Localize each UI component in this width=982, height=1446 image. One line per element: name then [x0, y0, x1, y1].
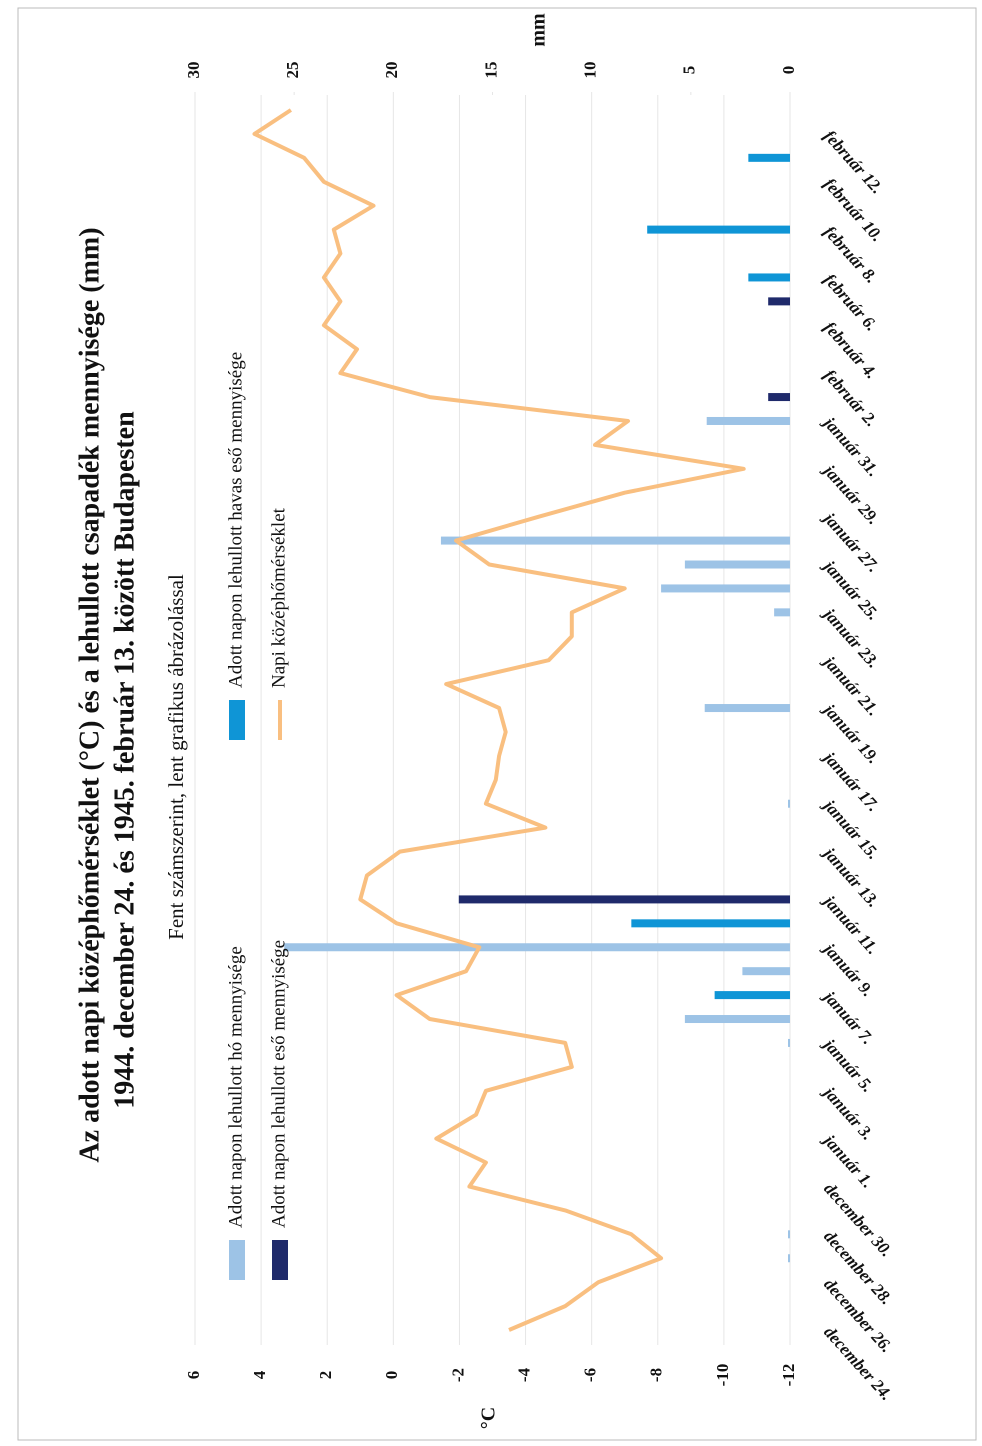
y-tick-label: 0	[382, 1371, 401, 1380]
bar	[748, 273, 790, 282]
bar	[742, 967, 790, 976]
bar	[768, 393, 790, 402]
temperature-line	[252, 108, 746, 1332]
bar	[458, 895, 790, 904]
bar	[768, 297, 790, 306]
bar	[631, 919, 790, 928]
legend-label: Adott napon lehullott hó mennyisége	[225, 946, 246, 1228]
y-tick-label: -2	[448, 1368, 467, 1382]
bar	[788, 1230, 790, 1239]
y2-tick-label: 10	[581, 62, 600, 79]
bar	[704, 704, 790, 713]
y2-tick-label: 30	[184, 62, 203, 79]
y2-tick-label: 5	[680, 66, 699, 75]
bar	[788, 1254, 790, 1263]
bar	[284, 943, 790, 952]
y2-axis-title: mm	[528, 13, 550, 47]
y2-tick-label: 15	[481, 62, 500, 79]
legend-swatch	[272, 1240, 288, 1280]
bar	[684, 560, 790, 569]
bar	[706, 416, 790, 425]
legend-label: Adott napon lehullott eső mennyisége	[268, 940, 289, 1228]
legend-label: Adott napon lehullott havas eső mennyisé…	[225, 352, 246, 688]
y-tick-label: 2	[316, 1371, 335, 1380]
y-tick-label: -4	[514, 1367, 533, 1382]
bar	[647, 225, 790, 234]
y-tick-label: 4	[250, 1370, 269, 1379]
legend-label: Napi középhőmérséklet	[268, 507, 289, 688]
y2-tick-label: 0	[779, 66, 798, 75]
bar	[440, 536, 790, 545]
bar	[788, 1038, 790, 1047]
bar	[714, 991, 790, 1000]
y-tick-label: -12	[779, 1364, 798, 1387]
bar	[788, 799, 790, 808]
chart-subtitle: 1944. december 24. és 1945. február 13. …	[109, 411, 140, 1109]
legend-swatch	[229, 1240, 245, 1280]
y-tick-label: 6	[184, 1371, 203, 1380]
bar	[684, 1015, 790, 1024]
y2-tick-label: 20	[382, 62, 401, 79]
bar	[661, 584, 790, 593]
chart-note: Fent számszerint, lent grafikus ábrázolá…	[164, 574, 188, 940]
y-tick-label: -8	[647, 1368, 666, 1382]
bar	[774, 608, 790, 617]
chart-title: Az adott napi középhőmérséklet (°C) és a…	[74, 227, 105, 1162]
bar	[748, 153, 790, 162]
y2-tick-label: 25	[283, 62, 302, 79]
frame	[17, 7, 977, 1441]
y-tick-label: -6	[581, 1368, 600, 1382]
legend-swatch	[229, 700, 245, 740]
y-tick-label: -10	[713, 1364, 732, 1387]
y-axis-title: °C	[478, 1407, 500, 1429]
